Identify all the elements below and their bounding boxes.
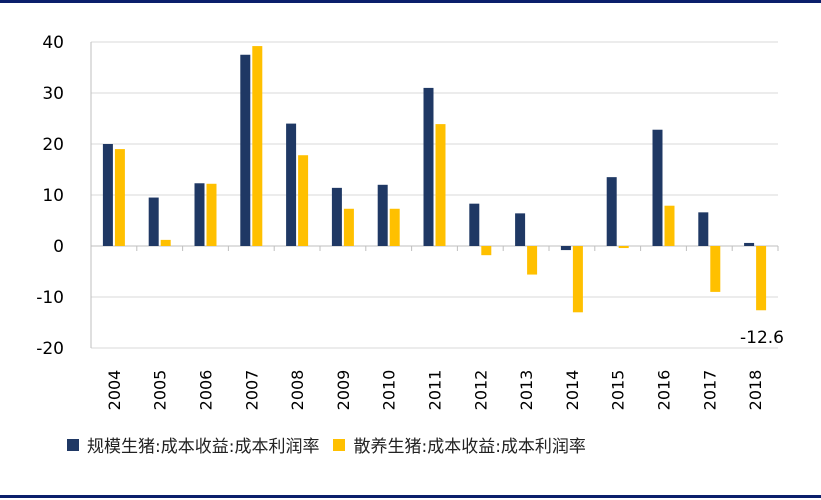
x-tick-label: 2006 (197, 370, 216, 411)
bar-series-2-2017 (710, 246, 721, 292)
x-tick-label: 2014 (563, 370, 582, 411)
legend-label-series-1: 规模生猪:成本收益:成本利润率 (87, 437, 320, 457)
x-tick-label: 2004 (105, 370, 124, 411)
bar-series-1-2004 (102, 144, 113, 246)
x-tick-label: 2015 (609, 370, 628, 411)
bar-series-1-2010 (377, 184, 388, 246)
top-rule (0, 0, 821, 3)
x-tick-label: 2009 (334, 370, 353, 411)
y-tick-label: 30 (42, 84, 64, 104)
bar-series-1-2007 (240, 54, 251, 246)
bar-series-1-2016 (652, 129, 663, 246)
y-tick-label: 40 (42, 33, 64, 53)
x-tick-label: 2012 (471, 370, 490, 411)
x-tick-label: 2013 (517, 370, 536, 411)
bar-series-2-2015 (618, 246, 629, 249)
bar-series-1-2008 (286, 123, 297, 246)
bar-series-2-2010 (389, 208, 400, 246)
x-axis: 2004 2005 2006 2007 2008 2009 2010 2011 2012 2013… (105, 246, 779, 411)
legend-item-series-1: 规模生猪:成本收益:成本利润率 (67, 432, 319, 457)
bar-series-2-2016 (664, 205, 675, 246)
bar-series-2-2014 (572, 246, 583, 313)
x-tick-label: 2016 (655, 370, 674, 411)
legend-label-series-2: 散养生猪:成本收益:成本利润率 (353, 437, 586, 457)
y-tick-label: 20 (42, 135, 64, 155)
y-tick-label: 10 (42, 186, 64, 206)
y-tick-label: 0 (53, 237, 64, 257)
x-tick-label: 2008 (288, 370, 307, 411)
bar-series-2-2013 (527, 246, 538, 275)
gridlines (91, 41, 778, 349)
bar-series-1-2017 (698, 212, 709, 246)
bottom-rule (0, 495, 821, 498)
bar-series-1-2014 (560, 246, 571, 251)
bar-series-1-2009 (331, 187, 342, 246)
legend-swatch-series-2 (333, 438, 346, 451)
y-tick-label: -10 (36, 288, 64, 308)
bar-series-2-2009 (343, 208, 354, 246)
bar-series-2-2004 (114, 149, 125, 246)
bar-series-2-2008 (298, 155, 309, 246)
x-tick-label: 2018 (746, 370, 765, 411)
bar-series-1-2012 (469, 203, 480, 246)
bar-series-1-2018 (744, 242, 755, 246)
y-tick-label: -20 (36, 339, 64, 359)
y-axis: 40 30 20 10 0 -10 -20 (36, 33, 92, 359)
bar-series-2-2012 (481, 246, 492, 256)
bar-series-2-2011 (435, 124, 446, 246)
bar-series-1-2013 (515, 213, 526, 246)
bar-series-2-2007 (252, 46, 263, 246)
bar-series-2-2018 (756, 246, 767, 311)
bars (102, 46, 767, 313)
data-label-2018: -12.6 (740, 328, 784, 348)
x-tick-label: 2010 (380, 370, 399, 411)
x-tick-label: 2011 (426, 370, 445, 411)
legend: 规模生猪:成本收益:成本利润率 散养生猪:成本收益:成本利润率 (67, 432, 600, 457)
bar-series-2-2005 (160, 239, 171, 246)
x-tick-label: 2007 (242, 370, 261, 411)
bar-series-1-2005 (148, 197, 159, 246)
x-tick-label: 2017 (700, 370, 719, 411)
bar-series-2-2006 (206, 183, 217, 246)
x-tick-label: 2005 (151, 370, 170, 411)
bar-series-1-2006 (194, 183, 205, 246)
bar-series-1-2015 (606, 177, 617, 246)
bar-series-1-2011 (423, 87, 434, 247)
legend-swatch-series-1 (67, 438, 79, 451)
legend-item-series-2: 散养生猪:成本收益:成本利润率 (333, 432, 586, 457)
